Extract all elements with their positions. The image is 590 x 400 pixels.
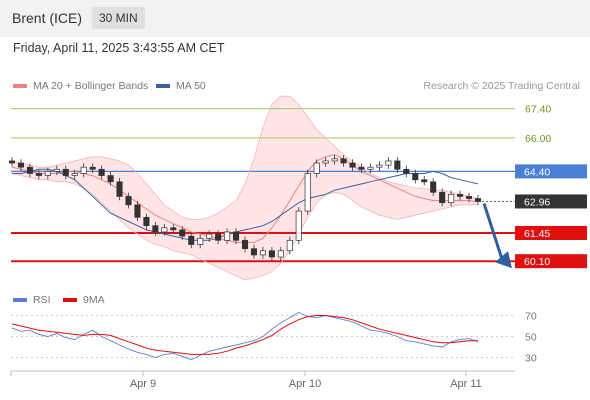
candle-body-23 <box>215 233 222 241</box>
candle-body-18 <box>170 227 177 231</box>
support-tag-5 <box>515 254 587 269</box>
pivot-tag <box>515 164 587 179</box>
ma50-line <box>12 168 479 241</box>
candle-body-16 <box>152 225 159 233</box>
legend-ma50: MA 50 <box>156 80 206 92</box>
resistance-label-1: 66.00 <box>525 133 551 145</box>
last-price-tag <box>515 194 587 209</box>
chart-credit: Research © 2025 Trading Central <box>423 80 580 92</box>
candle-body-45 <box>412 173 419 181</box>
legend-rsi: RSI <box>13 294 51 306</box>
candle-body-46 <box>421 179 428 183</box>
candle-body-50 <box>457 194 464 197</box>
candle-body-49 <box>448 194 455 204</box>
legend-label-ma50: MA 50 <box>176 80 206 92</box>
legend-label-rsi: RSI <box>33 294 51 306</box>
candle-body-39 <box>358 166 365 170</box>
legend-swatch-rsi <box>13 298 27 302</box>
candle-body-3 <box>35 173 42 176</box>
candle-body-24 <box>224 231 231 241</box>
x-tick-label-2: Apr 11 <box>450 378 482 390</box>
candle-body-28 <box>259 250 266 256</box>
support-label-5: 60.10 <box>524 256 550 268</box>
candle-body-17 <box>161 227 168 233</box>
projection-arrow-head <box>495 251 512 269</box>
rsi-ma-line <box>11 315 478 355</box>
candle-body-7 <box>71 173 78 176</box>
candle-body-41 <box>376 164 383 168</box>
candle-body-38 <box>349 162 356 168</box>
candle-body-52 <box>474 198 482 202</box>
candle-body-21 <box>197 237 204 245</box>
candle-body-26 <box>241 239 249 250</box>
legend-label-bollinger: MA 20 + Bollinger Bands <box>33 80 149 92</box>
candle-body-29 <box>268 250 275 258</box>
projection-arrow-shaft <box>482 202 504 260</box>
rsi-line <box>11 311 479 361</box>
candle-body-11 <box>107 175 114 183</box>
timeframe-badge[interactable]: 30 MIN <box>92 7 145 29</box>
candle-body-47 <box>430 181 437 193</box>
candle-body-33 <box>304 173 311 212</box>
x-tick-label-0: Apr 9 <box>130 378 156 390</box>
support-tag-4 <box>515 226 587 240</box>
chart-header: Brent (ICE) 30 MIN <box>0 0 590 37</box>
bollinger-upper-line <box>11 95 479 220</box>
candle-body-1 <box>17 162 25 168</box>
candle-body-19 <box>179 229 186 237</box>
candle-body-8 <box>80 166 87 174</box>
rsi-tick-1: 50 <box>525 332 537 344</box>
candle-body-20 <box>188 235 195 245</box>
candle-body-51 <box>466 196 473 199</box>
candle-body-44 <box>403 168 410 174</box>
candle-body-34 <box>313 162 320 174</box>
candle-body-30 <box>277 250 284 258</box>
legend-label-9ma: 9MA <box>83 294 105 306</box>
legend-ma20-bollinger: MA 20 + Bollinger Bands <box>13 80 148 92</box>
candle-body-22 <box>206 233 213 239</box>
candle-body-5 <box>53 168 60 172</box>
legend-swatch-ma50 <box>156 84 170 88</box>
candle-body-14 <box>134 204 141 218</box>
resistance-label-0: 67.40 <box>525 104 551 116</box>
candle-body-12 <box>116 181 123 197</box>
candle-body-36 <box>331 158 338 162</box>
legend-swatch-9ma <box>63 298 77 302</box>
candle-body-43 <box>394 160 401 170</box>
rsi-tick-2: 30 <box>525 353 537 365</box>
bollinger-band-area <box>12 96 478 280</box>
candle-body-48 <box>439 191 446 204</box>
candle-body-10 <box>98 168 105 176</box>
rsi-tick-0: 70 <box>525 311 537 323</box>
pivot-label: 64.40 <box>524 166 550 178</box>
candle-body-6 <box>62 168 69 176</box>
candle-body-32 <box>295 210 302 241</box>
candle-body-37 <box>340 158 347 164</box>
candle-body-40 <box>367 166 374 170</box>
candle-body-0 <box>8 160 16 164</box>
bollinger-lower-line <box>11 173 478 281</box>
candle-body-15 <box>143 216 150 227</box>
candle-body-2 <box>26 166 33 174</box>
instrument-title: Brent (ICE) <box>12 10 83 26</box>
legend-9ma: 9MA <box>63 294 105 306</box>
chart-datetime: Friday, April 11, 2025 3:43:55 AM CET <box>13 41 225 55</box>
candle-body-13 <box>125 196 132 206</box>
candle-body-35 <box>322 160 329 164</box>
candle-body-42 <box>385 160 392 166</box>
candle-body-31 <box>286 239 293 252</box>
candle-body-9 <box>89 166 96 170</box>
legend-swatch-bollinger <box>13 84 27 88</box>
last-price-label: 62.96 <box>524 196 550 208</box>
x-tick-label-1: Apr 10 <box>289 378 321 390</box>
candle-body-25 <box>233 231 240 241</box>
support-label-4: 61.45 <box>524 228 550 240</box>
candle-body-27 <box>250 248 257 256</box>
candle-body-4 <box>44 171 51 176</box>
